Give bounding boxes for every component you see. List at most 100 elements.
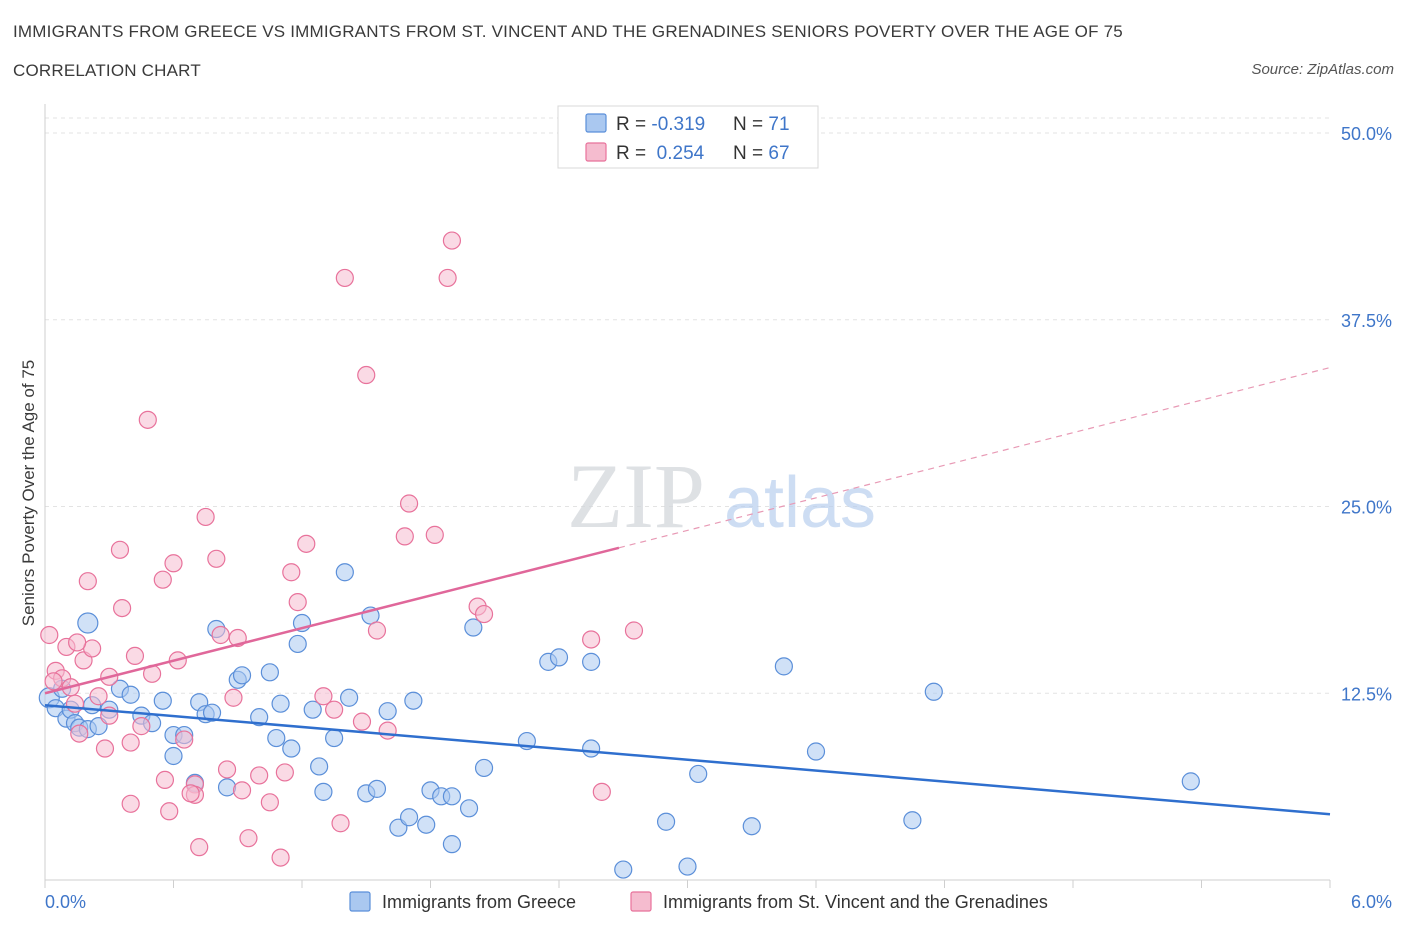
point-st-vincent-65: [181, 784, 200, 803]
point-greece-54: [474, 758, 494, 778]
point-greece-42: [367, 779, 387, 798]
point-st-vincent-63: [95, 739, 115, 758]
point-st-vincent-18: [132, 717, 151, 736]
point-st-vincent-55: [438, 268, 457, 288]
point-greece-47: [417, 815, 436, 834]
point-greece-59: [582, 739, 601, 758]
point-st-vincent-23: [164, 554, 183, 573]
point-st-vincent-64: [68, 633, 87, 652]
chart-subtitle: CORRELATION CHART: [13, 61, 201, 80]
point-st-vincent-35: [232, 781, 252, 800]
point-st-vincent-31: [211, 625, 230, 645]
point-greece-52: [459, 799, 479, 818]
point-greece-66: [806, 742, 826, 761]
point-st-vincent-29: [196, 507, 215, 527]
point-greece-69: [1181, 772, 1200, 791]
svg-text:R = 0.254 N = 67: R = 0.254 N = 67: [616, 143, 790, 164]
y-axis-label: Seniors Poverty Over the Age of 75: [19, 360, 38, 626]
legend-r-value-1: -0.319: [651, 114, 705, 135]
legend-box: R = -0.319 N = 71 R = 0.254 N = 67: [557, 105, 819, 169]
svg-text:R = -0.319 N = 71: R = -0.319 N = 71: [616, 114, 790, 135]
bottom-legend-label-greece: Immigrants from Greece: [382, 892, 576, 912]
point-st-vincent-59: [582, 630, 601, 649]
point-greece-22: [202, 703, 222, 722]
point-st-vincent-58: [474, 604, 494, 624]
point-greece-43: [378, 702, 397, 721]
point-st-vincent-56: [442, 231, 462, 250]
point-st-vincent-0: [40, 625, 59, 645]
point-st-vincent-8: [78, 572, 97, 591]
point-st-vincent-22: [160, 802, 179, 821]
point-greece-70: [77, 612, 99, 634]
x-tick-label-max: 6.0%: [1351, 892, 1392, 912]
point-st-vincent-13: [110, 540, 130, 559]
point-st-vincent-30: [207, 549, 226, 568]
point-greece-57: [549, 648, 569, 667]
point-greece-27: [250, 708, 269, 727]
point-greece-28: [260, 663, 279, 682]
chart-title: IMMIGRANTS FROM GREECE VS IMMIGRANTS FRO…: [13, 22, 1123, 41]
legend-n-label-2: N =: [733, 143, 768, 164]
point-greece-29: [267, 728, 286, 748]
bottom-legend-label-st-vincent: Immigrants from St. Vincent and the Gren…: [663, 892, 1048, 912]
point-st-vincent-60: [592, 782, 611, 801]
point-greece-53: [464, 618, 483, 637]
point-st-vincent-41: [282, 563, 301, 582]
point-st-vincent-17: [125, 646, 145, 666]
point-st-vincent-5: [65, 694, 85, 713]
point-greece-26: [232, 666, 252, 685]
axes: [44, 104, 1331, 888]
point-st-vincent-21: [153, 570, 172, 589]
point-st-vincent-36: [239, 829, 258, 848]
point-greece-35: [310, 757, 329, 776]
bottom-legend: Immigrants from Greece Immigrants from S…: [349, 891, 1048, 912]
point-st-vincent-42: [288, 593, 307, 612]
point-greece-12: [121, 685, 140, 704]
point-st-vincent-43: [297, 534, 316, 553]
point-greece-39: [340, 688, 359, 707]
point-st-vincent-66: [155, 770, 175, 790]
point-st-vincent-6: [70, 724, 89, 743]
point-greece-60: [614, 860, 633, 879]
point-st-vincent-50: [367, 621, 387, 640]
point-greece-34: [303, 700, 322, 719]
point-greece-67: [903, 811, 922, 830]
point-greece-30: [271, 694, 290, 713]
bottom-legend-swatch-st-vincent: [630, 891, 652, 912]
point-st-vincent-47: [335, 268, 354, 288]
point-st-vincent-46: [331, 814, 350, 833]
legend-r-value-2: 0.254: [651, 143, 704, 164]
point-greece-36: [314, 782, 333, 801]
point-st-vincent-49: [357, 365, 376, 385]
point-greece-38: [335, 563, 354, 582]
point-st-vincent-44: [314, 687, 333, 706]
point-greece-65: [774, 657, 793, 676]
y-tick-label-2: 37.5%: [1341, 311, 1392, 331]
point-st-vincent-16: [121, 733, 140, 752]
legend-n-value-2: 67: [768, 143, 789, 164]
point-greece-63: [689, 764, 708, 784]
trend-line-st-vincent: [44, 546, 620, 695]
point-st-vincent-37: [250, 766, 269, 785]
series-greece-points: [38, 563, 1200, 879]
legend-swatch-st-vincent: [585, 142, 607, 162]
point-greece-68: [924, 682, 943, 701]
point-greece-37: [325, 728, 344, 748]
point-st-vincent-53: [399, 494, 419, 513]
point-st-vincent-52: [395, 527, 414, 546]
gridlines: [45, 117, 1330, 694]
y-tick-label-0: 12.5%: [1341, 684, 1392, 704]
point-st-vincent-61: [624, 621, 644, 640]
watermark-atlas: atlas: [724, 463, 876, 543]
point-st-vincent-10: [89, 687, 108, 706]
legend-r-label-2: R =: [616, 143, 651, 164]
source-label: Source: ZipAtlas.com: [1251, 61, 1394, 78]
point-greece-45: [399, 808, 419, 827]
point-st-vincent-40: [275, 763, 294, 782]
trend-line-st-vincent-extension: [618, 366, 1331, 549]
legend-swatch-greece: [585, 113, 607, 133]
point-greece-61: [656, 812, 676, 831]
point-st-vincent-33: [224, 688, 243, 707]
legend-n-value-1: 71: [768, 114, 789, 135]
